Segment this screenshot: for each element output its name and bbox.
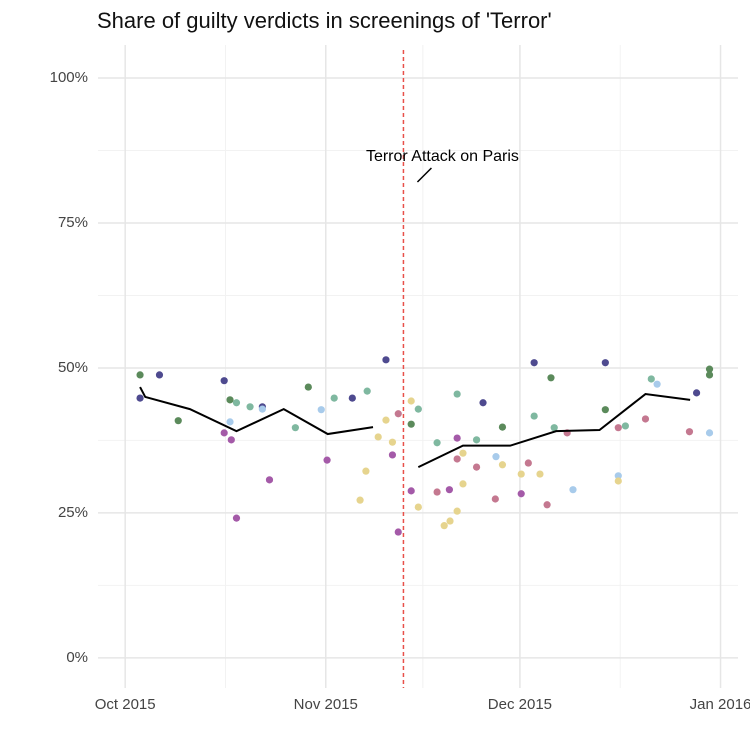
point xyxy=(394,410,402,418)
point xyxy=(232,399,241,407)
point xyxy=(246,403,254,411)
point xyxy=(653,380,661,388)
y-tick-label: 75% xyxy=(58,214,88,231)
y-tick-label: 50% xyxy=(58,359,88,376)
point xyxy=(136,394,144,402)
point xyxy=(388,451,397,459)
point xyxy=(479,399,487,407)
point xyxy=(226,418,234,426)
point xyxy=(614,477,622,485)
point xyxy=(330,394,338,402)
point xyxy=(601,359,609,367)
point xyxy=(220,377,228,385)
point xyxy=(641,415,650,423)
point xyxy=(136,371,144,379)
point xyxy=(569,486,577,494)
point xyxy=(498,461,507,469)
point xyxy=(174,417,182,425)
point xyxy=(291,424,299,432)
point xyxy=(414,503,422,511)
point xyxy=(356,496,364,504)
point xyxy=(614,424,622,432)
point xyxy=(407,420,415,428)
point xyxy=(446,517,454,525)
point xyxy=(453,434,461,442)
point xyxy=(226,396,234,404)
chart-title: Share of guilty verdicts in screenings o… xyxy=(97,8,552,33)
x-tick-label: Dec 2015 xyxy=(488,696,552,713)
point xyxy=(445,486,453,494)
point xyxy=(323,456,331,464)
point xyxy=(220,429,228,437)
point xyxy=(530,359,538,367)
point xyxy=(550,424,558,432)
point xyxy=(472,463,481,471)
point xyxy=(155,371,164,379)
point xyxy=(265,476,274,484)
point xyxy=(433,488,441,496)
point xyxy=(705,429,714,437)
annotation: Terror Attack on Paris xyxy=(366,148,519,165)
annotation-pointer xyxy=(416,167,432,183)
point xyxy=(362,467,370,475)
point xyxy=(614,472,622,480)
point xyxy=(363,387,371,395)
point xyxy=(433,439,441,447)
point xyxy=(453,507,461,515)
x-tick-label: Nov 2015 xyxy=(294,696,358,713)
point xyxy=(232,514,241,522)
point xyxy=(227,436,235,444)
point xyxy=(348,394,356,402)
point xyxy=(524,459,532,467)
point xyxy=(459,449,467,457)
point xyxy=(317,406,325,414)
point xyxy=(258,405,266,413)
point xyxy=(304,383,312,391)
point xyxy=(536,470,544,478)
point xyxy=(414,405,422,413)
trend-line xyxy=(139,386,691,468)
point xyxy=(453,390,461,398)
point xyxy=(530,412,538,420)
point xyxy=(394,528,402,536)
point xyxy=(388,438,397,446)
point xyxy=(382,356,390,364)
point xyxy=(491,495,499,503)
point xyxy=(440,522,448,530)
point xyxy=(705,371,714,379)
point xyxy=(407,397,415,405)
point xyxy=(459,480,467,488)
point xyxy=(621,422,630,430)
x-tick-label: Jan 2016 xyxy=(690,696,750,713)
y-tick-label: 0% xyxy=(66,649,88,666)
y-tick-label: 25% xyxy=(58,504,88,521)
point xyxy=(382,416,390,424)
point xyxy=(374,433,382,441)
point xyxy=(517,470,525,478)
point xyxy=(692,389,701,397)
point xyxy=(407,487,415,495)
point xyxy=(543,501,551,509)
point xyxy=(472,436,481,444)
point xyxy=(498,423,507,431)
x-tick-label: Oct 2015 xyxy=(95,696,156,713)
point xyxy=(685,428,694,436)
y-tick-label: 100% xyxy=(50,69,88,86)
point xyxy=(705,365,714,373)
point xyxy=(547,374,555,382)
point xyxy=(647,375,655,383)
point xyxy=(601,406,609,414)
point xyxy=(453,455,461,463)
point xyxy=(517,490,525,498)
point xyxy=(492,453,500,461)
